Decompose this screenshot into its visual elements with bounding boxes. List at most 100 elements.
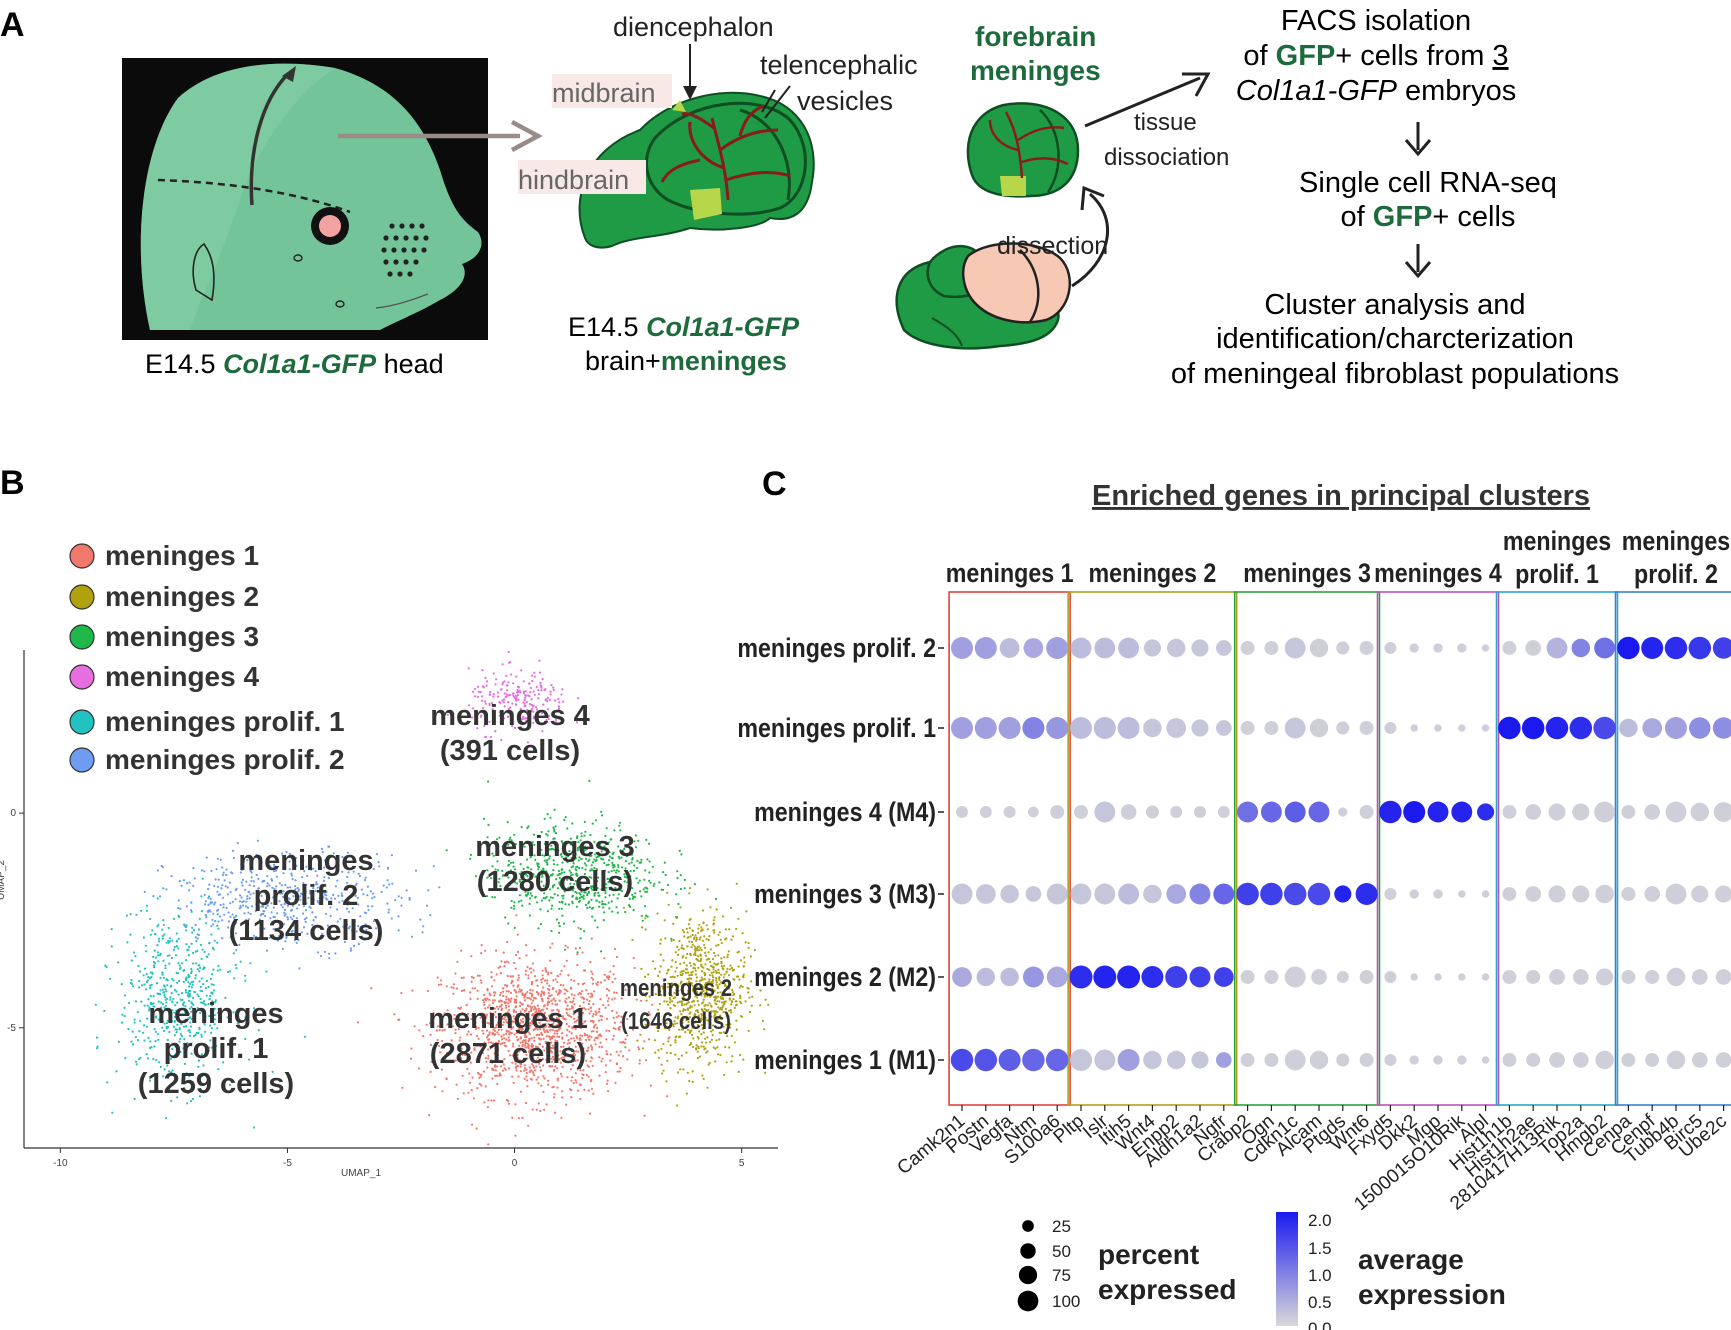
umap-point — [685, 956, 688, 959]
umap-point — [697, 1037, 700, 1040]
umap-point — [561, 914, 564, 917]
umap-point — [533, 949, 536, 952]
umap-point — [490, 975, 493, 978]
dotplot-dot — [956, 806, 968, 818]
umap-point — [391, 882, 394, 885]
umap-point — [538, 1066, 542, 1069]
umap-point — [528, 914, 532, 917]
umap-point — [613, 997, 616, 1000]
umap-point — [691, 943, 694, 946]
umap-point — [204, 900, 207, 903]
umap-point — [486, 1066, 489, 1069]
umap-point — [539, 1028, 542, 1031]
umap-point — [478, 974, 481, 977]
umap-point — [246, 895, 249, 898]
umap-point — [505, 990, 508, 993]
umap-point — [731, 991, 735, 994]
umap-point — [441, 1029, 444, 1032]
umap-point — [536, 984, 539, 987]
umap-point — [484, 1015, 488, 1018]
umap-point — [526, 1085, 529, 1088]
umap-point — [547, 971, 550, 975]
umap-point — [548, 1042, 551, 1045]
umap-point — [163, 985, 166, 988]
umap-point — [524, 690, 527, 693]
umap-point — [433, 1047, 436, 1050]
umap-point — [651, 1003, 654, 1006]
umap-point — [155, 1059, 158, 1062]
diencephalon-patch — [672, 100, 686, 112]
umap-point — [190, 967, 193, 971]
umap-point — [591, 972, 594, 976]
umap-point — [505, 960, 508, 963]
umap-point — [196, 937, 199, 940]
umap-point — [451, 1025, 454, 1028]
dotplot-dot — [1596, 968, 1614, 986]
flow-arrowhead-1 — [1404, 139, 1432, 157]
dotplot-dot — [1170, 806, 1183, 818]
umap-point — [522, 1049, 525, 1052]
umap-point — [465, 1042, 468, 1045]
umap-point — [222, 871, 225, 874]
umap-point — [690, 964, 693, 967]
umap-point — [567, 903, 571, 906]
umap-point — [508, 1026, 511, 1029]
umap-point — [744, 1000, 747, 1003]
umap-point — [231, 849, 234, 853]
umap-point — [127, 1027, 130, 1031]
umap-point — [151, 929, 154, 932]
umap-point — [170, 1099, 173, 1102]
umap-point — [502, 1063, 505, 1066]
dotplot-dot — [1336, 641, 1350, 655]
dotplot-dot — [1617, 636, 1640, 660]
umap-point — [574, 1072, 577, 1075]
umap-point — [507, 922, 510, 925]
umap-point — [470, 975, 473, 979]
umap-point — [200, 910, 204, 913]
umap-point — [539, 995, 543, 998]
umap-point — [316, 951, 319, 954]
umap-point — [529, 1009, 533, 1013]
umap-point — [542, 986, 545, 989]
umap-point — [469, 857, 472, 861]
umap-point — [645, 838, 648, 842]
umap-point — [170, 875, 173, 878]
umap-point — [596, 1037, 599, 1040]
umap-point — [563, 965, 566, 968]
dotplot-dot — [1525, 640, 1542, 656]
umap-point — [615, 991, 618, 995]
umap-point — [200, 977, 203, 980]
umap-point — [232, 857, 235, 860]
umap-point — [618, 821, 622, 824]
umap-point — [720, 957, 723, 960]
umap-point — [476, 685, 479, 688]
umap-point — [470, 955, 473, 958]
dotplot-dot — [998, 1049, 1021, 1071]
dotplot-group: meninges 3 — [1233, 558, 1381, 1106]
umap-point — [211, 946, 214, 950]
umap-point — [607, 1090, 610, 1093]
umap-point — [689, 954, 692, 957]
umap-point — [618, 824, 621, 827]
dotplot-row-label: meninges 2 (M2) — [754, 962, 936, 992]
umap-point — [737, 965, 740, 968]
umap-point — [520, 826, 523, 829]
umap-point — [527, 1031, 530, 1034]
umap-point — [517, 1022, 520, 1025]
umap-point — [476, 695, 480, 699]
flow-line-1: FACS isolation — [1281, 5, 1471, 37]
umap-point — [328, 957, 331, 960]
umap-point — [199, 966, 202, 970]
dotplot-dot — [1240, 970, 1255, 984]
umap-point — [524, 992, 527, 996]
umap-point — [483, 997, 487, 1000]
umap-point — [687, 936, 690, 939]
umap-point — [550, 929, 553, 933]
dotplot-dot — [1502, 641, 1517, 655]
panel-c: C Enriched genes in principal clusters m… — [737, 465, 1731, 1330]
umap-point — [196, 968, 199, 971]
umap-point — [574, 1011, 577, 1014]
umap-point — [730, 1034, 733, 1037]
